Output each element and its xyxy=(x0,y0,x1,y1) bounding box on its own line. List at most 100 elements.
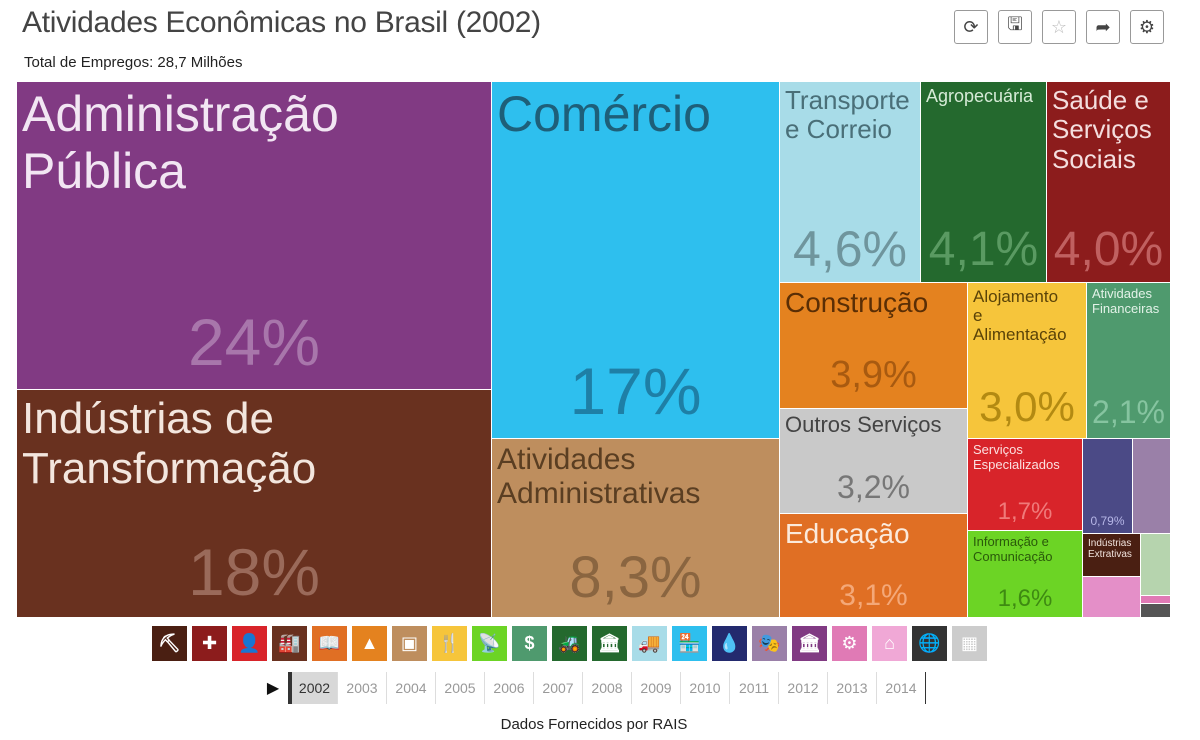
sector-filter-button[interactable]: ✚ xyxy=(192,626,227,661)
sector-filter-button[interactable]: ▲ xyxy=(352,626,387,661)
treemap-cell-value: 3,1% xyxy=(839,579,908,612)
data-source-note: Dados Fornecidos por RAIS xyxy=(500,716,688,733)
sector-filter-button[interactable]: ⌂ xyxy=(872,626,907,661)
sector-filter-button[interactable]: 🚜 xyxy=(552,626,587,661)
fork-knife-icon: 🍴 xyxy=(438,633,461,653)
treemap-cell[interactable]: Atividades Administrativas 8,3% xyxy=(492,439,780,618)
treemap-cell[interactable]: Comércio 17% xyxy=(492,82,780,439)
treemap-cell[interactable] xyxy=(1141,596,1171,604)
save-button[interactable]: 🖫 xyxy=(998,10,1032,44)
year-2009[interactable]: 2009 xyxy=(631,672,680,704)
treemap-cell[interactable]: Transporte e Correio 4,6% xyxy=(780,82,921,283)
treemap-cell[interactable]: Serviços Especializados 1,7% xyxy=(968,439,1083,531)
treemap-cell[interactable]: Atividades Financeiras 2,1% xyxy=(1087,283,1171,439)
person-icon: 👤 xyxy=(238,633,261,653)
sector-filter-button[interactable]: 👤 xyxy=(232,626,267,661)
sector-filter-button[interactable]: 💧 xyxy=(712,626,747,661)
year-2006[interactable]: 2006 xyxy=(484,672,533,704)
sector-filter-button[interactable]: ⛏ xyxy=(152,626,187,661)
treemap-cell-value: 3,0% xyxy=(979,383,1075,430)
treemap-cell[interactable] xyxy=(1133,439,1171,534)
treemap-cell[interactable]: Informação e Comunicação 1,6% xyxy=(968,531,1083,618)
treemap-cell-label: Informação e Comunicação xyxy=(973,534,1053,564)
gear-circle-icon: ⚙ xyxy=(841,633,858,653)
treemap-cell-value: 3,2% xyxy=(837,469,910,505)
year-2007[interactable]: 2007 xyxy=(533,672,582,704)
treemap-cell[interactable]: Outros Serviços 3,2% xyxy=(780,409,968,514)
public-building-icon: 🏛 xyxy=(798,633,821,653)
year-2008[interactable]: 2008 xyxy=(582,672,631,704)
treemap-cell[interactable]: 0,79% xyxy=(1083,439,1133,534)
treemap-cell[interactable]: Alojamento e Alimentação 3,0% xyxy=(968,283,1087,439)
play-button[interactable]: ▶ xyxy=(266,680,280,697)
favorite-button[interactable]: ☆ xyxy=(1042,10,1076,44)
treemap-cell-label: Administração Pública xyxy=(22,86,339,199)
treemap-cell[interactable] xyxy=(1141,534,1171,596)
water-drop-icon: 💧 xyxy=(718,633,741,653)
treemap-cell[interactable]: Educação 3,1% xyxy=(780,514,968,618)
year-2010[interactable]: 2010 xyxy=(680,672,729,704)
year-2005[interactable]: 2005 xyxy=(435,672,484,704)
tractor-icon: 🚜 xyxy=(558,633,581,653)
treemap-cell-label: Transporte e Correio xyxy=(785,85,910,145)
sector-filter-button[interactable]: 📖 xyxy=(312,626,347,661)
treemap-cell-label: Outros Serviços xyxy=(785,412,942,437)
treemap-cell-label: Agropecuária xyxy=(926,86,1034,106)
sector-filter-button[interactable]: 📡 xyxy=(472,626,507,661)
treemap-cell[interactable]: Construção 3,9% xyxy=(780,283,968,409)
sector-filter-button[interactable]: 🌐 xyxy=(912,626,947,661)
treemap-cell[interactable]: Agropecuária 4,1% xyxy=(921,82,1047,283)
sector-filter-button[interactable]: ▣ xyxy=(392,626,427,661)
treemap-cell[interactable]: Indústrias Extrativas xyxy=(1083,534,1141,577)
share-button[interactable]: ➦ xyxy=(1086,10,1120,44)
year-timeline: ▶ 2002 2003 2004 2005 2006 2007 2008 2009 2010 20… xyxy=(258,671,926,705)
treemap-chart: Administração Pública 24% Indústrias de Tr… xyxy=(17,82,1171,618)
treemap-cell-value: 8,3% xyxy=(569,545,702,610)
treemap-cell-value: 3,9% xyxy=(830,354,917,396)
treemap-cell-value: 18% xyxy=(187,535,321,609)
treemap-cell-value: 1,6% xyxy=(997,585,1053,612)
sector-filter-button[interactable]: ⚙ xyxy=(832,626,867,661)
sector-filter-button[interactable]: 🏛 xyxy=(792,626,827,661)
refresh-icon: ⟳ xyxy=(963,16,979,37)
treemap-cell-label: Atividades Financeiras xyxy=(1092,286,1160,316)
year-2002[interactable]: 2002 xyxy=(288,672,337,704)
year-2014[interactable]: 2014 xyxy=(876,672,925,704)
sector-filter-button[interactable]: 🍴 xyxy=(432,626,467,661)
home-icon: ⌂ xyxy=(884,633,895,653)
treemap-cell-label: Construção xyxy=(785,287,929,318)
sector-filter-button[interactable]: 🏭 xyxy=(272,626,307,661)
sector-filter-button[interactable]: 🏛 xyxy=(592,626,627,661)
sector-filter-button[interactable]: 🎭 xyxy=(752,626,787,661)
year-2003[interactable]: 2003 xyxy=(337,672,386,704)
settings-button[interactable]: ⚙ xyxy=(1130,10,1164,44)
treemap-cell[interactable]: Saúde e Serviços Sociais 4,0% xyxy=(1047,82,1171,283)
year-2013[interactable]: 2013 xyxy=(827,672,876,704)
treemap-cell-value: 4,1% xyxy=(928,223,1039,276)
book-icon: 📖 xyxy=(318,633,341,653)
refresh-button[interactable]: ⟳ xyxy=(954,10,988,44)
sector-filter-button[interactable]: 🏪 xyxy=(672,626,707,661)
year-2011[interactable]: 2011 xyxy=(729,672,778,704)
treemap-cell-value: 1,7% xyxy=(997,498,1053,525)
treemap-cell-label: Saúde e Serviços Sociais xyxy=(1052,85,1152,174)
factory-icon: 🏭 xyxy=(278,633,301,653)
treemap-cell-label: Alojamento e Alimentação xyxy=(973,287,1067,345)
sector-filter-button[interactable]: 🚚 xyxy=(632,626,667,661)
truck-icon: 🚚 xyxy=(638,633,661,653)
treemap-cell[interactable]: Indústrias de Transformação 18% xyxy=(17,390,492,618)
year-2012[interactable]: 2012 xyxy=(778,672,827,704)
health-cross-icon: ✚ xyxy=(201,633,218,653)
cone-icon: ▲ xyxy=(360,633,379,653)
treemap-cell[interactable] xyxy=(1141,604,1171,618)
treemap-cell-value: 0,79% xyxy=(1090,514,1125,528)
bank-icon: 🏛 xyxy=(598,633,621,653)
treemap-cell-label: Indústrias de Transformação xyxy=(22,394,317,493)
sector-filter-button[interactable]: ▦ xyxy=(952,626,987,661)
sector-filter-button[interactable]: $ xyxy=(512,626,547,661)
treemap-cell-value: 17% xyxy=(569,354,702,428)
year-2004[interactable]: 2004 xyxy=(386,672,435,704)
treemap-cell[interactable]: Administração Pública 24% xyxy=(17,82,492,390)
toolbar: ⟳ 🖫 ☆ ➦ ⚙ xyxy=(954,10,1164,44)
treemap-cell[interactable] xyxy=(1083,577,1141,618)
